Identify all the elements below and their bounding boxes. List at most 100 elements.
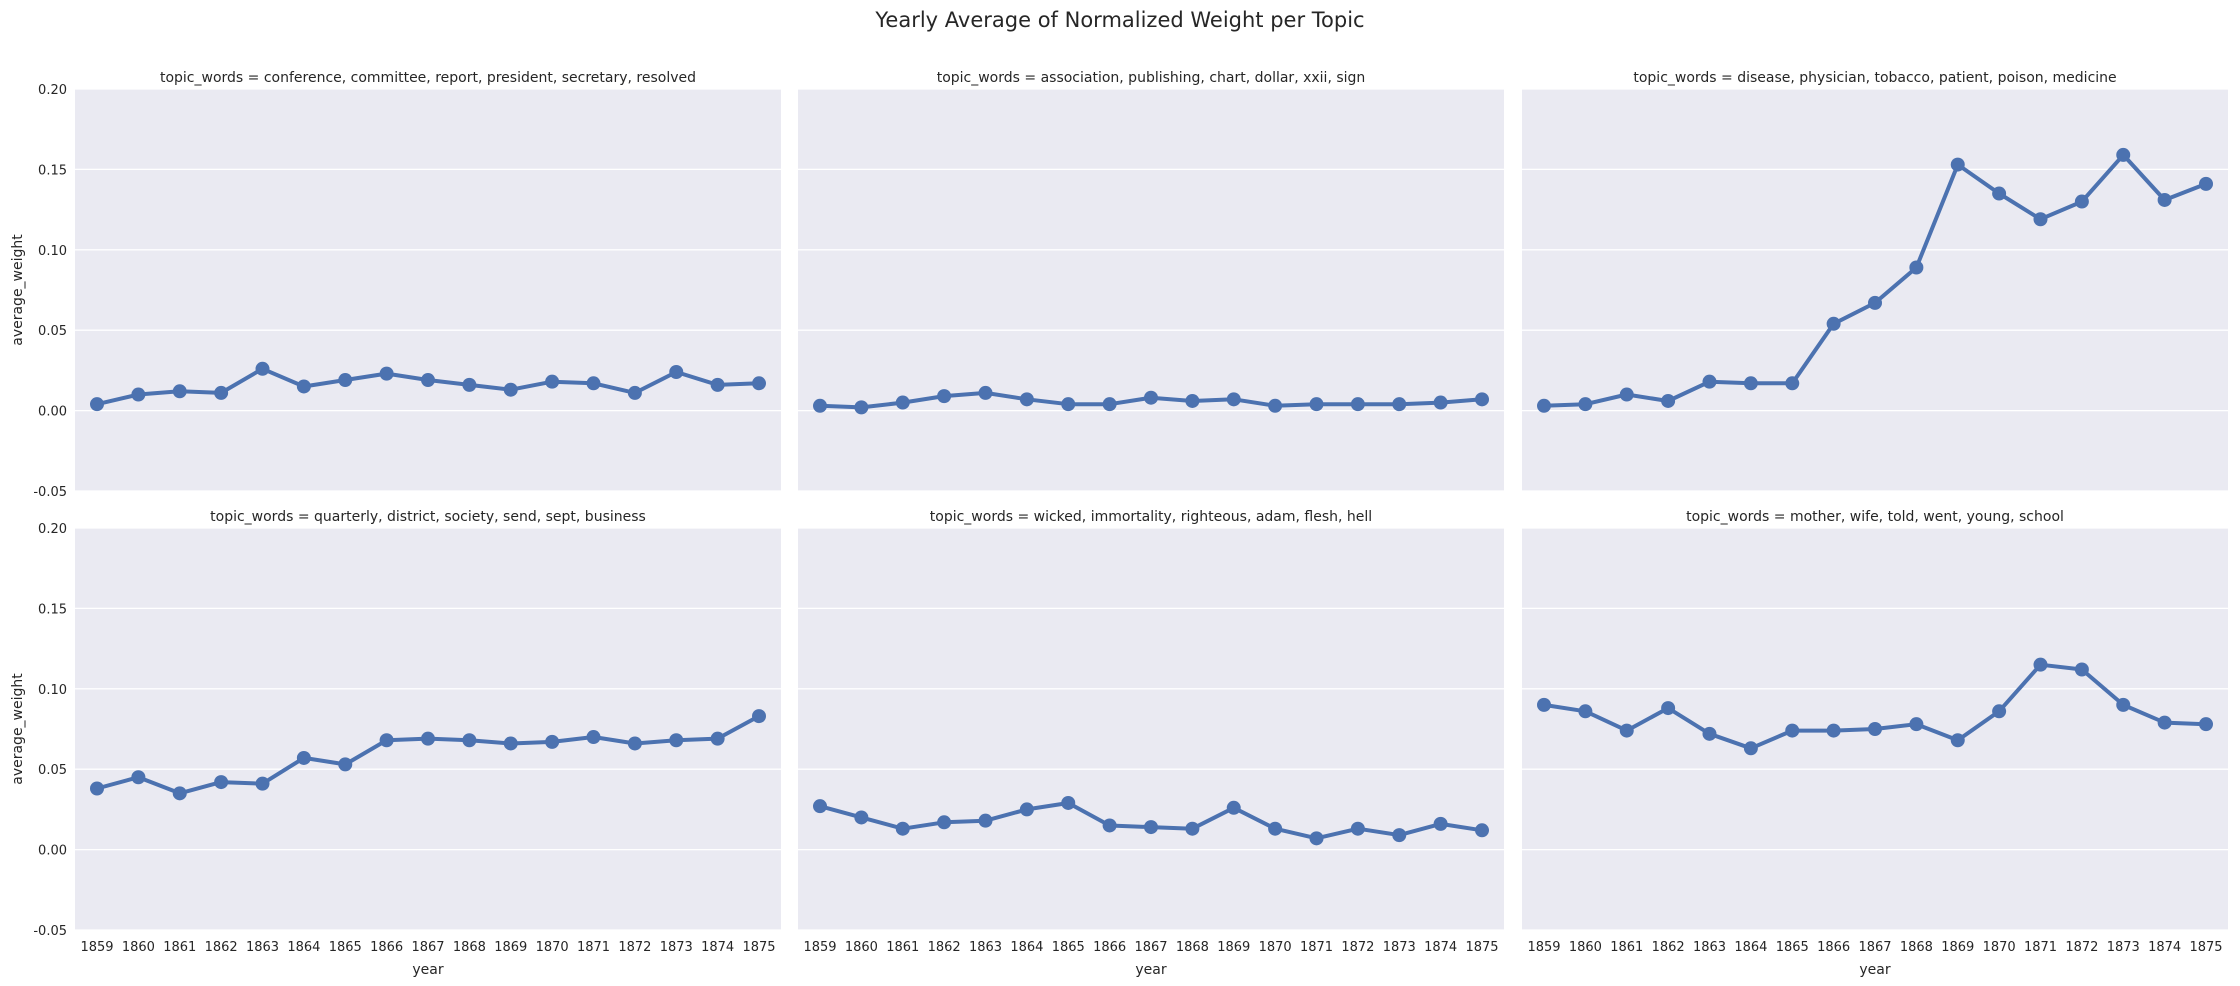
data-point [1226, 800, 1241, 815]
x-tick-label: 1866 [1093, 940, 1126, 955]
data-point [172, 384, 187, 399]
data-point [752, 709, 766, 724]
x-tick-label: 1873 [1383, 940, 1416, 955]
data-point [1909, 717, 1924, 732]
y-tick-label: -0.05 [33, 485, 67, 500]
y-tick-label: 0.05 [38, 324, 67, 339]
x-tick-label: 1866 [1817, 940, 1850, 955]
data-point [1185, 393, 1200, 408]
facet-title: topic_words = association, publishing, c… [937, 70, 1366, 86]
x-axis-label: year [1859, 962, 1890, 978]
data-point [1992, 186, 2007, 201]
data-point [1661, 701, 1676, 716]
x-tick-label: 1875 [742, 940, 775, 955]
y-tick-label: 0.10 [38, 244, 67, 259]
x-tick-label: 1872 [2065, 940, 2098, 955]
panel-background [1522, 89, 2228, 491]
data-point [131, 387, 146, 402]
data-point [895, 821, 910, 836]
data-point [1868, 295, 1882, 310]
x-tick-label: 1860 [1569, 940, 1602, 955]
x-tick-label: 1875 [1465, 940, 1498, 955]
data-point [1309, 831, 1324, 846]
data-point [338, 373, 353, 388]
data-point [669, 365, 684, 380]
data-point [296, 750, 311, 765]
y-axis-label: average_weight [10, 234, 26, 346]
data-point [1950, 157, 1965, 172]
x-tick-label: 1872 [1341, 940, 1374, 955]
data-point [1392, 828, 1407, 843]
x-tick-label: 1867 [1858, 940, 1891, 955]
data-point [627, 736, 642, 751]
facet-panel: topic_words = wicked, immortality, right… [798, 509, 1504, 978]
data-point [1433, 816, 1448, 831]
data-point [752, 376, 766, 391]
facet-title: topic_words = mother, wife, told, went, … [1686, 509, 2064, 525]
data-point [978, 813, 993, 828]
data-point [90, 781, 104, 796]
x-tick-label: 1874 [2148, 940, 2181, 955]
x-tick-label: 1862 [205, 940, 238, 955]
data-point [813, 799, 827, 814]
data-point [937, 389, 952, 404]
data-point [90, 397, 104, 412]
x-tick-label: 1859 [80, 940, 113, 955]
facet-panel: topic_words = mother, wife, told, went, … [1522, 509, 2228, 978]
data-point [1702, 374, 1717, 389]
x-tick-label: 1865 [1776, 940, 1809, 955]
x-tick-label: 1864 [287, 940, 320, 955]
data-point [545, 734, 560, 749]
x-tick-label: 1861 [1610, 940, 1643, 955]
data-point [2033, 657, 2048, 672]
data-point [854, 810, 869, 825]
data-point [214, 385, 229, 400]
x-tick-label: 1861 [163, 940, 196, 955]
data-point [1350, 397, 1365, 412]
x-tick-label: 1866 [370, 940, 403, 955]
y-tick-label: -0.05 [33, 924, 67, 939]
data-point [462, 377, 477, 392]
data-point [813, 398, 827, 413]
data-point [1309, 397, 1324, 412]
data-point [2157, 715, 2172, 730]
data-point [2074, 662, 2089, 677]
x-axis-label: year [1135, 962, 1166, 978]
data-point [462, 733, 477, 748]
data-point [710, 377, 725, 392]
data-point [1992, 704, 2007, 719]
data-point [895, 395, 910, 410]
facet-panel: topic_words = disease, physician, tobacc… [1522, 70, 2228, 492]
y-tick-label: 0.05 [38, 763, 67, 778]
data-point [1619, 723, 1634, 738]
data-point [1144, 390, 1158, 405]
data-point [1268, 821, 1283, 836]
data-point [545, 374, 560, 389]
data-point [1785, 376, 1800, 391]
data-point [1061, 397, 1076, 412]
data-point [2116, 147, 2131, 162]
x-tick-label: 1867 [1134, 940, 1167, 955]
data-point [1950, 733, 1965, 748]
data-point [338, 757, 353, 772]
data-point [937, 815, 952, 830]
data-point [1061, 795, 1076, 810]
x-tick-label: 1862 [1652, 940, 1685, 955]
facet-panel: topic_words = quarterly, district, socie… [10, 509, 781, 978]
data-point [1392, 397, 1407, 412]
data-point [379, 366, 394, 381]
chart-title: Yearly Average of Normalized Weight per … [874, 8, 1364, 32]
data-point [669, 733, 684, 748]
x-tick-label: 1860 [845, 940, 878, 955]
data-point [503, 736, 518, 751]
x-tick-label: 1864 [1734, 940, 1767, 955]
x-tick-label: 1863 [1693, 940, 1726, 955]
facet-panel: topic_words = association, publishing, c… [798, 70, 1504, 492]
x-tick-label: 1871 [1300, 940, 1333, 955]
x-tick-label: 1869 [1217, 940, 1250, 955]
y-tick-label: 0.00 [38, 844, 67, 859]
data-point [1144, 820, 1158, 835]
y-axis-label: average_weight [10, 673, 26, 785]
x-tick-label: 1862 [928, 940, 961, 955]
